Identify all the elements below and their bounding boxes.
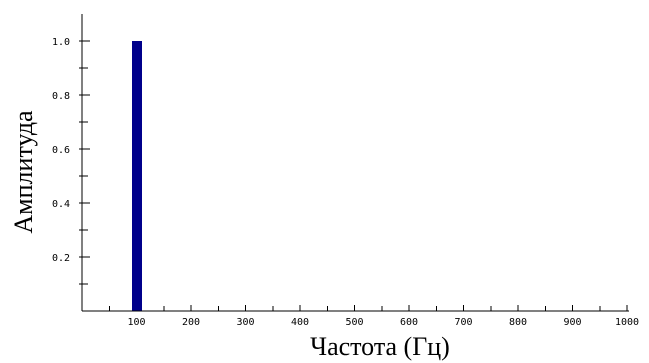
y-tick-label: 0.2 — [52, 253, 70, 264]
x-tick-label: 100 — [127, 317, 145, 328]
y-tick-label: 1.0 — [52, 37, 70, 48]
x-tick-label: 900 — [563, 317, 581, 328]
y-tick-label: 0.4 — [52, 199, 70, 210]
y-tick-label: 0.6 — [52, 145, 70, 156]
x-axis-title: Частота (Гц) — [310, 332, 450, 361]
x-tick-label: 200 — [182, 317, 200, 328]
bar — [132, 41, 142, 311]
x-tick-label: 300 — [236, 317, 254, 328]
x-tick-label: 1000 — [615, 317, 639, 328]
x-tick-label: 400 — [291, 317, 309, 328]
ticks-layer: 100 200 300 400 500 600 700 800 900 1000 0.2 0.4 0.6… — [52, 37, 639, 328]
x-tick-label: 500 — [345, 317, 363, 328]
x-tick-label: 600 — [400, 317, 418, 328]
x-tick-label: 700 — [454, 317, 472, 328]
x-tick-label: 800 — [509, 317, 527, 328]
y-axis-title: Амплитуда — [9, 110, 38, 234]
y-tick-label: 0.8 — [52, 91, 70, 102]
bars-layer — [132, 41, 142, 311]
